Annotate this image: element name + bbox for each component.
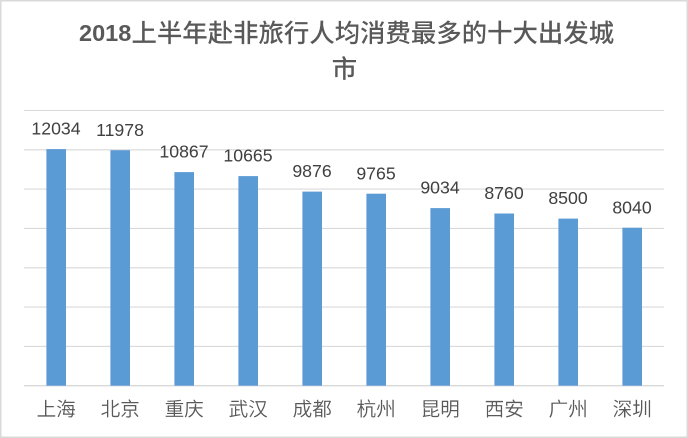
svg-text:8760: 8760 (484, 183, 524, 203)
svg-text:2018: 2018 (79, 20, 131, 46)
svg-text:10867: 10867 (159, 142, 208, 162)
svg-text:8040: 8040 (612, 197, 652, 217)
svg-text:9765: 9765 (356, 163, 396, 183)
svg-text:9034: 9034 (420, 178, 460, 198)
svg-text:8500: 8500 (548, 188, 588, 208)
svg-text:11978: 11978 (96, 120, 144, 140)
svg-text:12034: 12034 (31, 119, 80, 139)
svg-text:10665: 10665 (223, 146, 272, 166)
svg-text:9876: 9876 (292, 161, 332, 181)
